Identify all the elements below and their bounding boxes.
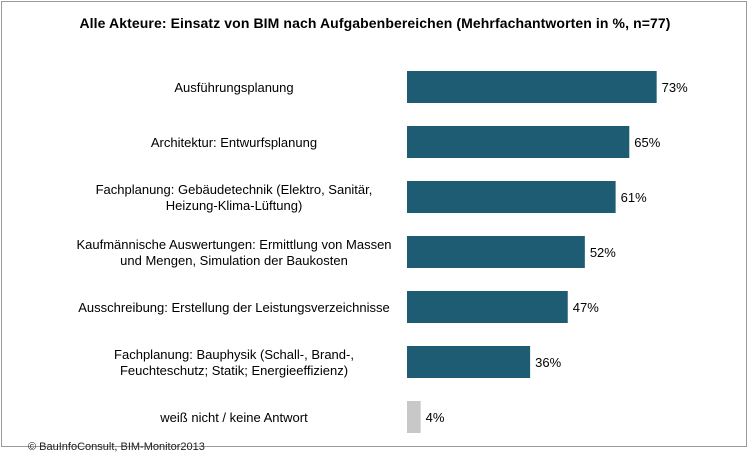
category-label-line: Fachplanung: Gebäudetechnik (Elektro, Sa… <box>96 182 373 197</box>
category-label-line: Ausschreibung: Erstellung der Leistungsv… <box>78 300 389 315</box>
bar-6 <box>407 346 531 378</box>
category-label-line: weiß nicht / keine Antwort <box>159 410 308 425</box>
bar-3 <box>407 181 616 213</box>
bar-1 <box>407 71 657 103</box>
category-label-7: weiß nicht / keine Antwort <box>159 410 308 425</box>
value-label-2: 65% <box>634 135 660 150</box>
category-label-6: Fachplanung: Bauphysik (Schall-, Brand-,… <box>114 347 354 378</box>
value-label-4: 52% <box>590 245 616 260</box>
category-label-line: und Mengen, Simulation der Baukosten <box>120 253 348 268</box>
category-label-4: Kaufmännische Auswertungen: Ermittlung v… <box>76 237 391 268</box>
category-label-1: Ausführungsplanung <box>174 80 293 95</box>
category-label-3: Fachplanung: Gebäudetechnik (Elektro, Sa… <box>96 182 373 213</box>
category-label-line: Feuchteschutz; Statik; Energieeffizienz) <box>120 363 348 378</box>
bar-4 <box>407 236 585 268</box>
category-label-line: Heizung-Klima-Lüftung) <box>166 198 303 213</box>
value-label-5: 47% <box>573 300 599 315</box>
category-label-line: Kaufmännische Auswertungen: Ermittlung v… <box>76 237 391 252</box>
category-label-5: Ausschreibung: Erstellung der Leistungsv… <box>78 300 389 315</box>
category-label-2: Architektur: Entwurfsplanung <box>151 135 317 150</box>
source-note: © BauInfoConsult, BIM-Monitor2013 <box>28 441 205 453</box>
value-label-7: 4% <box>426 410 445 425</box>
category-label-line: Architektur: Entwurfsplanung <box>151 135 317 150</box>
value-label-1: 73% <box>662 80 688 95</box>
category-label-line: Ausführungsplanung <box>174 80 293 95</box>
value-label-6: 36% <box>535 355 561 370</box>
category-label-line: Fachplanung: Bauphysik (Schall-, Brand-, <box>114 347 354 362</box>
value-label-3: 61% <box>621 190 647 205</box>
bar-2 <box>407 126 630 158</box>
bar-7 <box>407 401 421 433</box>
bar-5 <box>407 291 568 323</box>
chart-title: Alle Akteure: Einsatz von BIM nach Aufga… <box>79 15 671 31</box>
chart-frame <box>1 1 747 447</box>
